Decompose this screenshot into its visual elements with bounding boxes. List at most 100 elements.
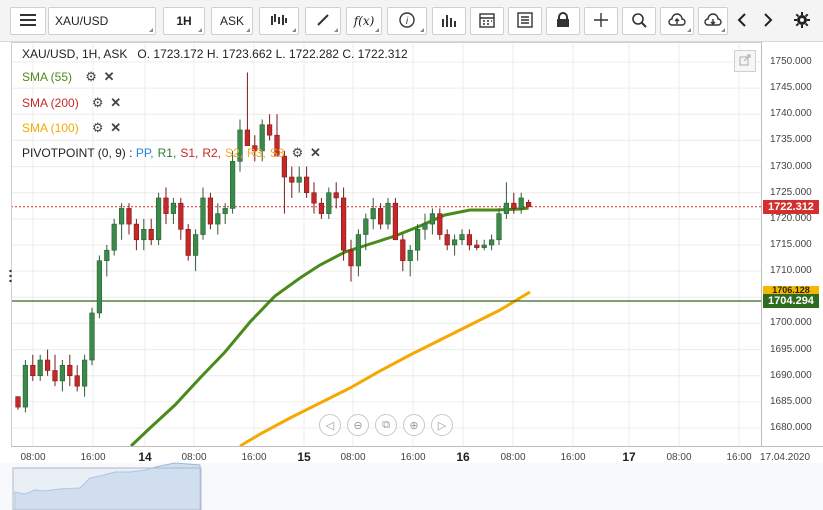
upload-button[interactable] — [660, 7, 694, 35]
prev-button[interactable] — [731, 7, 753, 35]
cloud-download-icon — [704, 12, 722, 30]
calendar-button[interactable] — [470, 7, 504, 35]
x-axis-label: 08:00 — [500, 452, 526, 463]
candle — [355, 229, 362, 277]
candle-body — [222, 208, 228, 214]
candle — [481, 239, 487, 251]
crosshair-button[interactable] — [584, 7, 618, 35]
candle-body — [200, 197, 206, 235]
legend-sma100[interactable]: SMA (100) ⚙ ✕ — [22, 120, 123, 136]
download-button[interactable] — [698, 7, 728, 35]
legend-pivot[interactable]: PIVOTPOINT (0, 9) : PP, R1, S1, R2, S2, R3, S3… — [22, 145, 322, 161]
table-button[interactable] — [508, 7, 542, 35]
candle-body — [156, 197, 162, 241]
expand-chart-button[interactable] — [734, 50, 756, 72]
price-side-label: ASK — [219, 14, 244, 28]
pivot-item-label: S1, — [180, 146, 199, 160]
candle — [141, 218, 147, 251]
gear-icon[interactable]: ⚙ — [85, 69, 97, 84]
symbol-selector[interactable]: XAU/USD — [48, 7, 156, 35]
candle-body — [170, 202, 177, 214]
fit-button[interactable]: ⧉ — [375, 414, 397, 436]
sma100-label: SMA (100) — [22, 121, 79, 135]
candle-body — [363, 218, 369, 235]
price-side-selector[interactable]: ASK — [211, 7, 253, 35]
candle — [74, 365, 80, 392]
indicators-button[interactable]: f(x) — [346, 7, 382, 35]
drag-handle[interactable] — [9, 269, 12, 283]
scroll-left-button[interactable]: ◁ — [319, 414, 341, 436]
zoom-in-button[interactable]: ⊕ — [403, 414, 425, 436]
candle — [318, 197, 325, 219]
svg-text:i: i — [406, 16, 409, 27]
candle-body — [289, 176, 295, 183]
zoom-out-button[interactable]: ⊖ — [347, 414, 369, 436]
pivot-r1-value: 1706.128 — [772, 286, 810, 295]
settings-button[interactable] — [789, 7, 815, 35]
candle — [126, 203, 132, 235]
timeframe-selector[interactable]: 1H — [163, 7, 205, 35]
candle-body — [22, 364, 29, 408]
legend-sma55[interactable]: SMA (55) ⚙ ✕ — [22, 69, 116, 85]
draw-button[interactable] — [305, 7, 341, 35]
candle-body — [333, 192, 339, 199]
chart-type-button[interactable] — [259, 7, 299, 35]
candle — [96, 255, 102, 319]
close-icon[interactable]: ✕ — [309, 145, 321, 160]
volume-button[interactable] — [432, 7, 466, 35]
candle — [230, 150, 236, 214]
info-button[interactable]: i — [387, 7, 427, 35]
candle-body — [207, 197, 214, 225]
candle-body — [163, 197, 169, 214]
y-axis-label: 1720.000 — [770, 212, 812, 224]
candle — [59, 360, 65, 392]
candle-body — [67, 364, 73, 377]
low-value: 1722.282 — [288, 47, 339, 61]
y-axis-label: 1730.000 — [770, 160, 812, 172]
pivot-item-label: S3 — [269, 146, 285, 160]
menu-button[interactable] — [10, 7, 46, 35]
candle-body — [481, 244, 487, 248]
close-icon[interactable]: ✕ — [110, 95, 122, 110]
pivot-item-label: S2, — [225, 146, 244, 160]
y-axis-label: 1710.000 — [770, 265, 812, 277]
y-axis-label: 1700.000 — [770, 317, 812, 329]
gear-icon[interactable]: ⚙ — [91, 95, 104, 110]
volume-bars-icon — [441, 13, 457, 30]
x-axis-label: 17.04.2020 — [759, 452, 811, 463]
zoom-button[interactable] — [622, 7, 656, 35]
candle-body — [385, 202, 391, 225]
pivot-sep: : — [125, 146, 136, 160]
candle — [444, 229, 450, 251]
candle — [333, 182, 339, 209]
candle-body — [230, 161, 236, 209]
gear-icon[interactable]: ⚙ — [91, 120, 104, 135]
pivot-item-label: R1, — [157, 146, 177, 160]
candle — [311, 182, 317, 214]
y-axis-label: 1735.000 — [770, 134, 812, 146]
candle — [303, 166, 310, 198]
candle-body — [178, 202, 184, 230]
scroll-right-button[interactable]: ▷ — [431, 414, 453, 436]
close-icon[interactable]: ✕ — [103, 69, 115, 84]
gear-icon — [794, 11, 810, 31]
close-icon[interactable]: ✕ — [110, 120, 122, 135]
candle-body — [281, 155, 288, 178]
candle — [266, 114, 273, 141]
chart-series — [11, 206, 761, 448]
next-button[interactable] — [757, 7, 779, 35]
lock-button[interactable] — [546, 7, 580, 35]
candle — [30, 354, 36, 381]
candle-body — [377, 208, 384, 225]
candle — [119, 203, 125, 240]
next-icon — [763, 12, 773, 30]
candle-body — [444, 234, 450, 246]
legend-sma200[interactable]: SMA (200) ⚙ ✕ — [22, 95, 123, 111]
candle — [422, 213, 428, 240]
candle — [244, 72, 251, 146]
candle — [37, 354, 43, 381]
gear-icon[interactable]: ⚙ — [291, 145, 304, 160]
candle-body — [111, 223, 117, 251]
instrument-label: XAU/USD, 1H, ASK — [22, 47, 128, 61]
